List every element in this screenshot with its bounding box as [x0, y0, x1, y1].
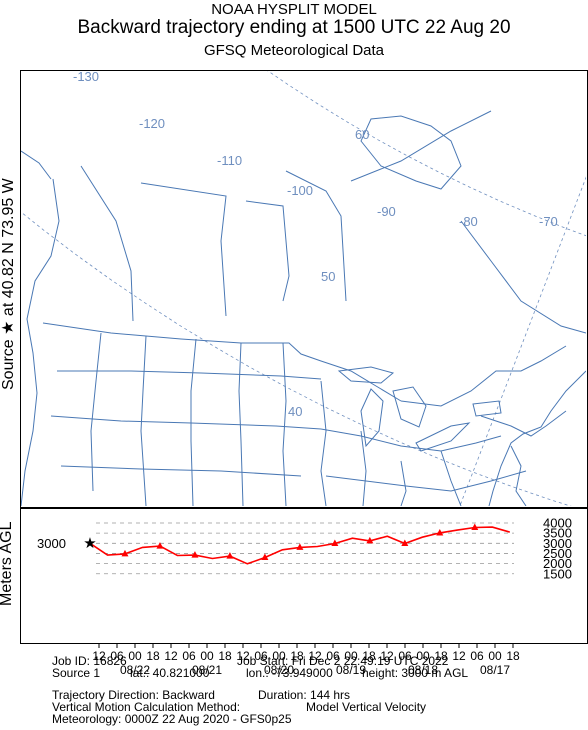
time-hour-label: 12	[92, 649, 106, 663]
time-hour-label: 00	[416, 649, 430, 663]
altitude-marker	[471, 523, 479, 530]
altitude-tick-label: 4000	[543, 516, 572, 531]
time-hour-label: 00	[488, 649, 502, 663]
job-info: Job ID: 16826 Job Start: Fri Dec 2 22:49…	[0, 644, 588, 730]
altitude-source-star-icon: ★	[83, 535, 96, 552]
time-hour-label: 00	[272, 649, 286, 663]
lon-label-120: -120	[139, 116, 165, 131]
altitude-marker	[436, 528, 444, 536]
altitude-marker	[366, 536, 374, 544]
altitude-marker	[191, 551, 199, 558]
meteorology-title: GFSQ Meteorological Data	[203, 42, 385, 59]
altitude-tick-label: 2000	[543, 556, 572, 571]
time-axis: 12 06 00 18 12 06 00 18 12 06 00 18 12 06 00 18 12 06 00 18…	[92, 644, 520, 677]
source-id: Source 1	[52, 666, 101, 680]
altitude-marker	[401, 539, 409, 547]
source-height: height: 3000 m AGL	[362, 666, 469, 680]
vertical-motion-value: Model Vertical Velocity	[306, 700, 427, 714]
map-canvas: -130 -120 -100 -90 -80 -70 60 50 40 ★ -1…	[21, 71, 586, 506]
altitude-marker	[226, 552, 234, 559]
grid-labels: -130 -120 -100 -90 -80 -70 60 50 40	[73, 71, 558, 419]
time-hour-label: 12	[164, 649, 178, 663]
trajectory-map: -130 -120 -100 -90 -80 -70 60 50 40 ★ -1…	[20, 70, 588, 508]
time-date-label: 08/22	[120, 663, 150, 677]
longitude-line	[459, 176, 586, 506]
time-hour-label: 18	[362, 649, 376, 663]
altitude-marker	[296, 543, 304, 550]
time-date-label: 08/18	[408, 663, 438, 677]
altitude-axis-label: Meters AGL	[0, 521, 15, 606]
time-hour-label: 18	[506, 649, 520, 663]
model-title: NOAA HYSPLIT MODEL	[211, 1, 377, 18]
lon-label-130: -130	[73, 71, 99, 84]
altitude-chart: 4000 3500 3000 2500 2000 1500 3000 ★	[20, 508, 588, 644]
political-boundaries	[21, 110, 586, 506]
lon-label-80: -80	[459, 214, 478, 229]
time-date-label: 08/20	[264, 663, 294, 677]
lat-label-60: 60	[355, 127, 369, 142]
lon-label-70: -70	[539, 214, 558, 229]
duration: Duration: 144 hrs	[258, 688, 351, 702]
time-hour-label: 12	[452, 649, 466, 663]
altitude-marker	[261, 553, 269, 561]
time-hour-label: 06	[110, 649, 124, 663]
source-lat: lat.: 40.821000	[130, 666, 210, 680]
altitude-series: ★	[83, 523, 511, 565]
latitude-line	[267, 71, 586, 237]
job-id: Job ID: 16826	[52, 654, 127, 668]
trajectory-title: Backward trajectory ending at 1500 UTC 2…	[77, 17, 511, 38]
time-date-label: 08/21	[192, 663, 222, 677]
job-start: Job Start: Fri Dec 2 22:49:19 UTC 2022	[237, 654, 449, 668]
time-hour-label: 12	[236, 649, 250, 663]
lon-label-90: -90	[377, 204, 396, 219]
time-hour-label: 06	[398, 649, 412, 663]
time-hour-label: 06	[470, 649, 484, 663]
source-location-label: Source ★ at 40.82 N 73.95 W	[0, 178, 17, 390]
time-hour-label: 18	[218, 649, 232, 663]
vertical-motion-label: Vertical Motion Calculation Method:	[52, 700, 241, 714]
time-hour-label: 18	[146, 649, 160, 663]
meteorology-info: Meteorology: 0000Z 22 Aug 2020 - GFS0p25	[52, 712, 292, 726]
time-hour-label: 00	[344, 649, 358, 663]
altitude-marker	[156, 542, 164, 549]
time-hour-label: 06	[254, 649, 268, 663]
source-lon: lon.: -73.949000	[246, 666, 333, 680]
altitude-marker	[331, 539, 339, 547]
altitude-tick-label: 2500	[543, 546, 572, 561]
time-hour-label: 06	[182, 649, 196, 663]
altitude-tick-label: 3500	[543, 526, 572, 541]
trajectory-direction: Trajectory Direction: Backward	[52, 688, 215, 702]
time-date-label: 08/17	[480, 663, 510, 677]
lon-label-110: -110	[217, 153, 242, 168]
time-hour-label: 12	[380, 649, 394, 663]
altitude-gridlines	[96, 522, 514, 575]
time-hour-label: 00	[200, 649, 214, 663]
lat-label-40: 40	[288, 404, 302, 419]
altitude-tick-label: 3000	[543, 536, 572, 551]
time-hour-label: 06	[326, 649, 340, 663]
lon-label-100: -100	[287, 183, 313, 198]
lat-label-50: 50	[321, 269, 335, 284]
source-height-label: 3000	[37, 536, 66, 551]
altitude-tick-label: 1500	[543, 566, 572, 581]
time-date-label: 08/19	[336, 663, 366, 677]
time-hour-label: 00	[128, 649, 142, 663]
time-hour-label: 12	[308, 649, 322, 663]
graticule	[21, 71, 586, 506]
time-hour-label: 18	[434, 649, 448, 663]
time-hour-label: 18	[290, 649, 304, 663]
altitude-marker	[121, 549, 129, 557]
